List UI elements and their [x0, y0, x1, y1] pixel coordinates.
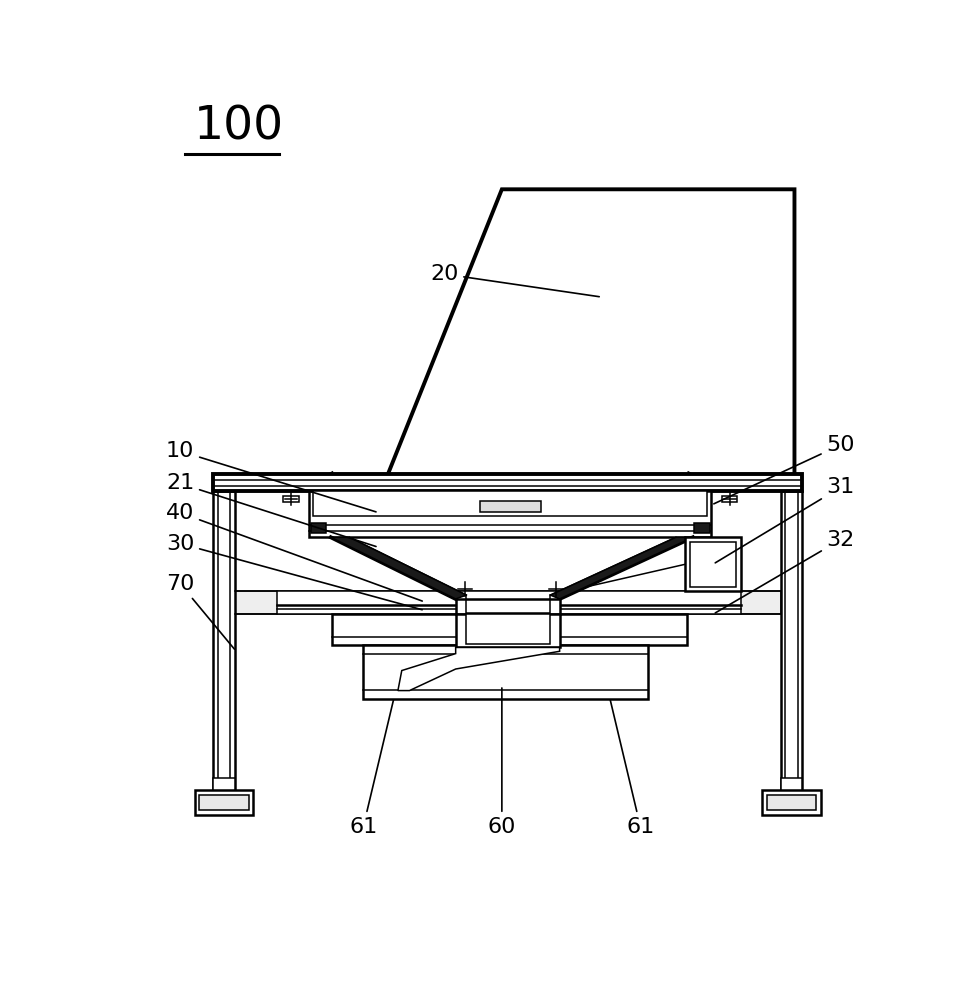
Bar [767, 795, 816, 810]
Text: 21: 21 [166, 473, 376, 546]
Bar [213, 491, 234, 790]
Bar [314, 491, 707, 516]
Text: 30: 30 [166, 534, 422, 610]
Bar [466, 614, 550, 644]
Text: 31: 31 [715, 477, 855, 563]
Bar [685, 537, 741, 591]
Bar [199, 795, 248, 810]
Text: 60: 60 [488, 688, 516, 837]
Text: 70: 70 [166, 574, 234, 649]
Text: 61: 61 [611, 700, 655, 837]
Bar [277, 591, 741, 614]
Text: 40: 40 [166, 503, 422, 601]
Bar [781, 491, 802, 790]
Polygon shape [550, 537, 693, 599]
Text: 61: 61 [349, 700, 394, 837]
Bar [213, 474, 802, 491]
Polygon shape [398, 647, 560, 691]
Polygon shape [695, 523, 709, 533]
Bar [194, 790, 253, 815]
Polygon shape [234, 474, 781, 488]
Bar [722, 496, 738, 502]
Text: 50: 50 [714, 435, 855, 504]
Bar [332, 614, 687, 645]
Bar [455, 614, 560, 647]
Bar [455, 599, 560, 614]
Text: 100: 100 [193, 104, 284, 149]
Polygon shape [331, 537, 466, 599]
Text: 20: 20 [430, 264, 599, 297]
Bar [480, 501, 541, 512]
Bar [781, 778, 802, 790]
Bar [213, 778, 234, 790]
Polygon shape [386, 189, 794, 478]
Bar [363, 645, 648, 699]
Bar [762, 790, 821, 815]
Polygon shape [234, 591, 781, 614]
Bar [466, 600, 550, 613]
Text: 10: 10 [166, 441, 376, 512]
Polygon shape [311, 523, 326, 533]
Bar [690, 542, 736, 587]
Bar [283, 496, 299, 502]
Text: 32: 32 [715, 530, 855, 613]
Bar [310, 491, 711, 537]
